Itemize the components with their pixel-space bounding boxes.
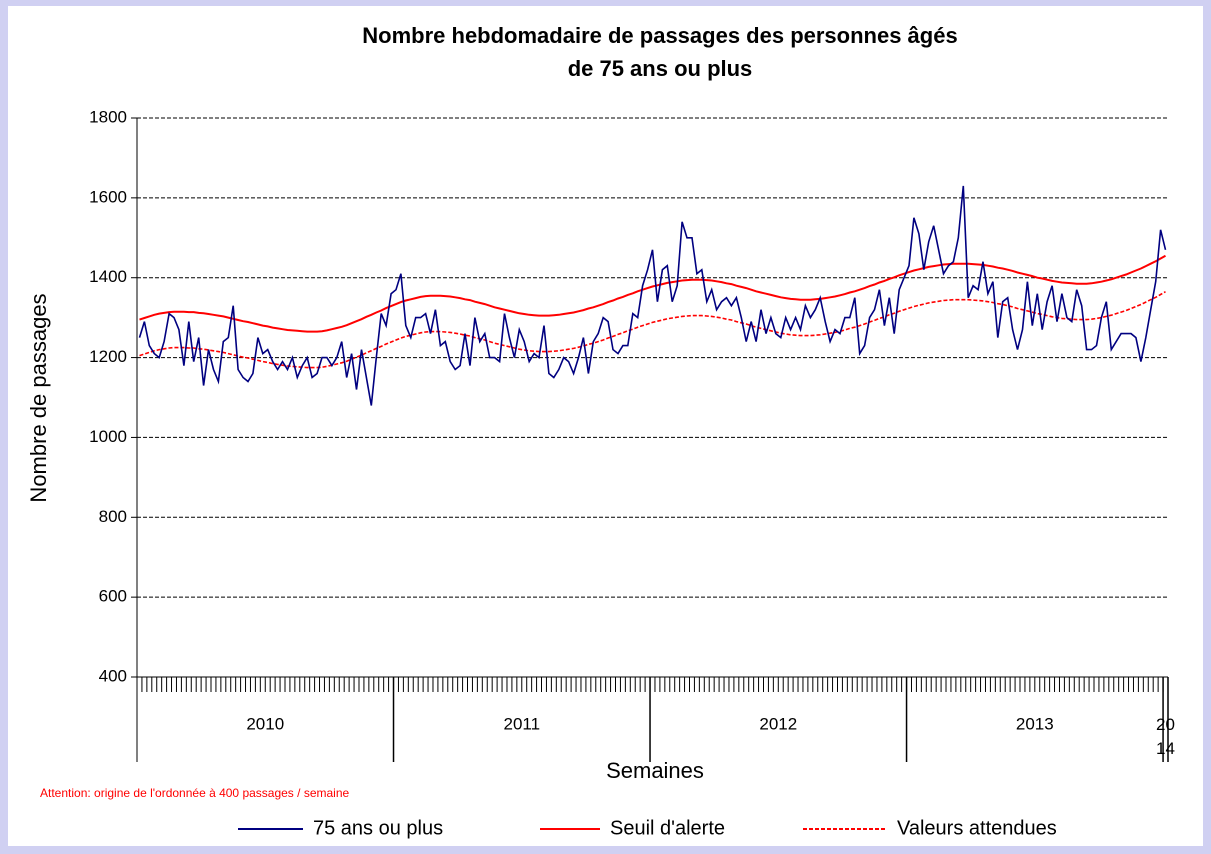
chart-background bbox=[8, 6, 1203, 846]
legend-label: Valeurs attendues bbox=[897, 817, 1057, 839]
chart-title: Nombre hebdomadaire de passages des pers… bbox=[362, 23, 957, 48]
year-label: 2011 bbox=[503, 714, 540, 733]
y-tick-label: 400 bbox=[99, 666, 127, 685]
series-line bbox=[138, 185, 1167, 406]
note: Attention: origine de l'ordonnée à 400 p… bbox=[40, 786, 349, 800]
y-tick-label: 1400 bbox=[89, 267, 127, 286]
year-label: 2012 bbox=[759, 714, 797, 733]
y-tick-label: 1000 bbox=[89, 427, 127, 446]
y-tick-label: 800 bbox=[99, 507, 127, 526]
year-label: 2013 bbox=[1016, 714, 1054, 733]
y-tick-label: 1200 bbox=[89, 347, 127, 366]
series-line bbox=[139, 254, 1166, 333]
y-tick-label: 1800 bbox=[89, 107, 127, 126]
year-label: 2010 bbox=[246, 714, 284, 733]
legend-label: 75 ans ou plus bbox=[313, 817, 443, 839]
x-axis-label: Semaines bbox=[606, 758, 704, 783]
y-tick-label: 1600 bbox=[89, 187, 127, 206]
y-axis-label: Nombre de passages bbox=[26, 293, 51, 502]
legend-label: Seuil d'alerte bbox=[610, 817, 725, 839]
y-tick-label: 600 bbox=[99, 587, 127, 606]
year-label: 2014 bbox=[1156, 715, 1175, 758]
chart-title: de 75 ans ou plus bbox=[568, 56, 753, 81]
